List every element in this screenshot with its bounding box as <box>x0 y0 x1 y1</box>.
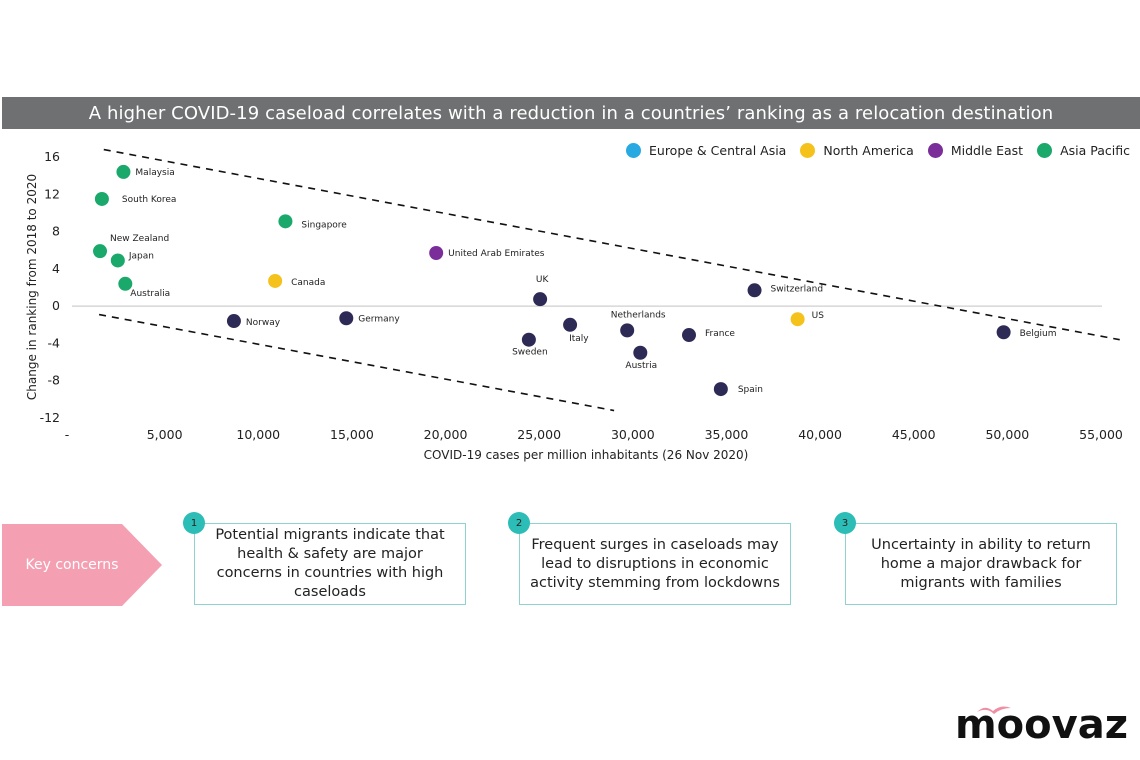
point-label-sweden: Sweden <box>512 348 548 358</box>
point-label-germany: Germany <box>358 314 400 324</box>
data-point-italy <box>563 317 578 332</box>
x-tick-label: 30,000 <box>611 427 655 442</box>
y-tick-label: 0 <box>52 298 60 313</box>
y-tick-label: 4 <box>52 261 60 276</box>
x-tick-label: - <box>65 427 70 442</box>
point-label-uk: UK <box>536 275 550 285</box>
legend-dot-north-america <box>800 143 816 158</box>
point-label-netherlands: Netherlands <box>611 310 666 320</box>
data-point-australia <box>118 276 133 291</box>
legend-label: Asia Pacific <box>1060 143 1130 158</box>
point-label-switzerland: Switzerland <box>771 284 824 294</box>
trend-lines <box>98 148 1120 412</box>
legend-label: North America <box>823 143 914 158</box>
point-label-spain: Spain <box>738 385 763 395</box>
legend-item-north-america: North America <box>800 143 914 158</box>
concern-number-badge: 3 <box>834 512 856 534</box>
data-point-france <box>682 328 696 343</box>
y-tick-label: -12 <box>40 410 60 425</box>
concern-card-2: 2 Frequent surges in caseloads may lead … <box>508 512 791 605</box>
data-points: Malaysia South Korea New Zealand Japan Austr… <box>93 164 1057 397</box>
x-axis-title: COVID-19 cases per million inhabitants (… <box>424 448 749 462</box>
point-label-new-zealand: New Zealand <box>110 234 169 244</box>
x-tick-label: 20,000 <box>424 427 468 442</box>
legend-dot-middle-east <box>927 143 943 158</box>
point-label-australia: Australia <box>130 289 170 299</box>
point-label-austria: Austria <box>625 361 657 371</box>
trend-line-lower-bound <box>98 313 615 412</box>
legend-label: Europe & Central Asia <box>649 143 787 158</box>
brand-logo: moovaz <box>955 702 1128 748</box>
data-point-united-arab-emirates <box>429 246 444 261</box>
point-label-japan: Japan <box>128 251 154 261</box>
data-point-sweden <box>521 332 536 347</box>
data-point-malaysia <box>116 164 131 179</box>
concern-number-badge: 1 <box>183 512 205 534</box>
data-point-spain <box>713 382 728 397</box>
concern-text: Frequent surges in caseloads may lead to… <box>530 536 780 591</box>
legend-label: Middle East <box>950 143 1024 158</box>
data-point-germany <box>339 311 354 326</box>
point-label-france: France <box>705 329 735 339</box>
key-concerns-arrow <box>2 524 162 606</box>
concern-card-3: 3 Uncertainty in ability to return home … <box>834 512 1117 605</box>
data-point-switzerland <box>747 283 762 298</box>
x-tick-label: 5,000 <box>147 427 183 442</box>
concern-text: Uncertainty in ability to return home a … <box>871 536 1091 591</box>
data-point-belgium <box>996 325 1011 340</box>
arrow-shape <box>2 524 162 606</box>
data-point-norway <box>226 314 241 329</box>
axes-layer: 16 12 8 4 0 -4 -8 -12- 5,000 10,000 15,000 20,000 25… <box>40 149 1123 442</box>
point-label-malaysia: Malaysia <box>135 168 174 178</box>
point-label-italy: Italy <box>569 334 589 344</box>
y-tick-label: 8 <box>52 224 60 239</box>
point-label-united-arab-emirates: United Arab Emirates <box>448 249 545 259</box>
concern-card-1: 1 Potential migrants indicate that healt… <box>183 512 466 605</box>
point-label-south-korea: South Korea <box>122 195 177 205</box>
chart-title: A higher COVID-19 caseload correlates wi… <box>88 102 1054 124</box>
legend-dot-europe <box>626 143 641 158</box>
y-axis-title: Change in ranking from 2018 to 2020 <box>25 174 39 400</box>
data-point-austria <box>633 345 648 360</box>
point-label-singapore: Singapore <box>301 220 347 230</box>
x-tick-label: 40,000 <box>798 427 842 442</box>
data-point-south-korea <box>94 191 109 206</box>
x-tick-label: 35,000 <box>705 427 749 442</box>
y-tick-label: -8 <box>48 373 61 388</box>
legend-item-asia-pacific: Asia Pacific <box>1037 143 1130 158</box>
y-tick-label: 16 <box>44 149 60 164</box>
point-label-canada: Canada <box>291 278 325 288</box>
data-point-canada <box>268 273 283 288</box>
x-tick-label: 55,000 <box>1079 427 1123 442</box>
y-tick-label: 12 <box>44 186 60 201</box>
chart-legend: Europe & Central Asia North America Midd… <box>626 143 1130 158</box>
legend-dot-asia-pacific <box>1037 143 1053 158</box>
concern-text: Potential migrants indicate that health … <box>215 527 445 600</box>
legend-item-europe: Europe & Central Asia <box>626 143 786 158</box>
data-point-netherlands <box>620 323 635 338</box>
data-point-new-zealand <box>93 244 108 259</box>
concern-number-badge: 2 <box>508 512 530 534</box>
data-point-uk <box>533 292 548 307</box>
y-tick-label: -4 <box>48 335 61 350</box>
legend-item-middle-east: Middle East <box>927 143 1024 158</box>
scatter-chart: 16 12 8 4 0 -4 -8 -12- 5,000 10,000 15,000 20,000 25… <box>25 148 1123 462</box>
point-label-belgium: Belgium <box>1020 329 1057 339</box>
x-tick-label: 25,000 <box>517 427 561 442</box>
point-label-norway: Norway <box>246 318 281 328</box>
x-tick-label: 45,000 <box>892 427 936 442</box>
bird-logo-icon <box>977 706 1011 714</box>
trend-line-upper-bound <box>103 148 1120 341</box>
data-point-japan <box>110 253 125 268</box>
point-label-us: US <box>812 311 825 321</box>
key-concerns-label: Key concerns <box>25 557 119 573</box>
chart-title-bar: A higher COVID-19 caseload correlates wi… <box>2 97 1140 129</box>
data-point-us <box>790 312 805 327</box>
data-point-singapore <box>278 214 293 229</box>
x-tick-label: 10,000 <box>236 427 280 442</box>
x-tick-label: 15,000 <box>330 427 374 442</box>
x-tick-label: 50,000 <box>985 427 1029 442</box>
